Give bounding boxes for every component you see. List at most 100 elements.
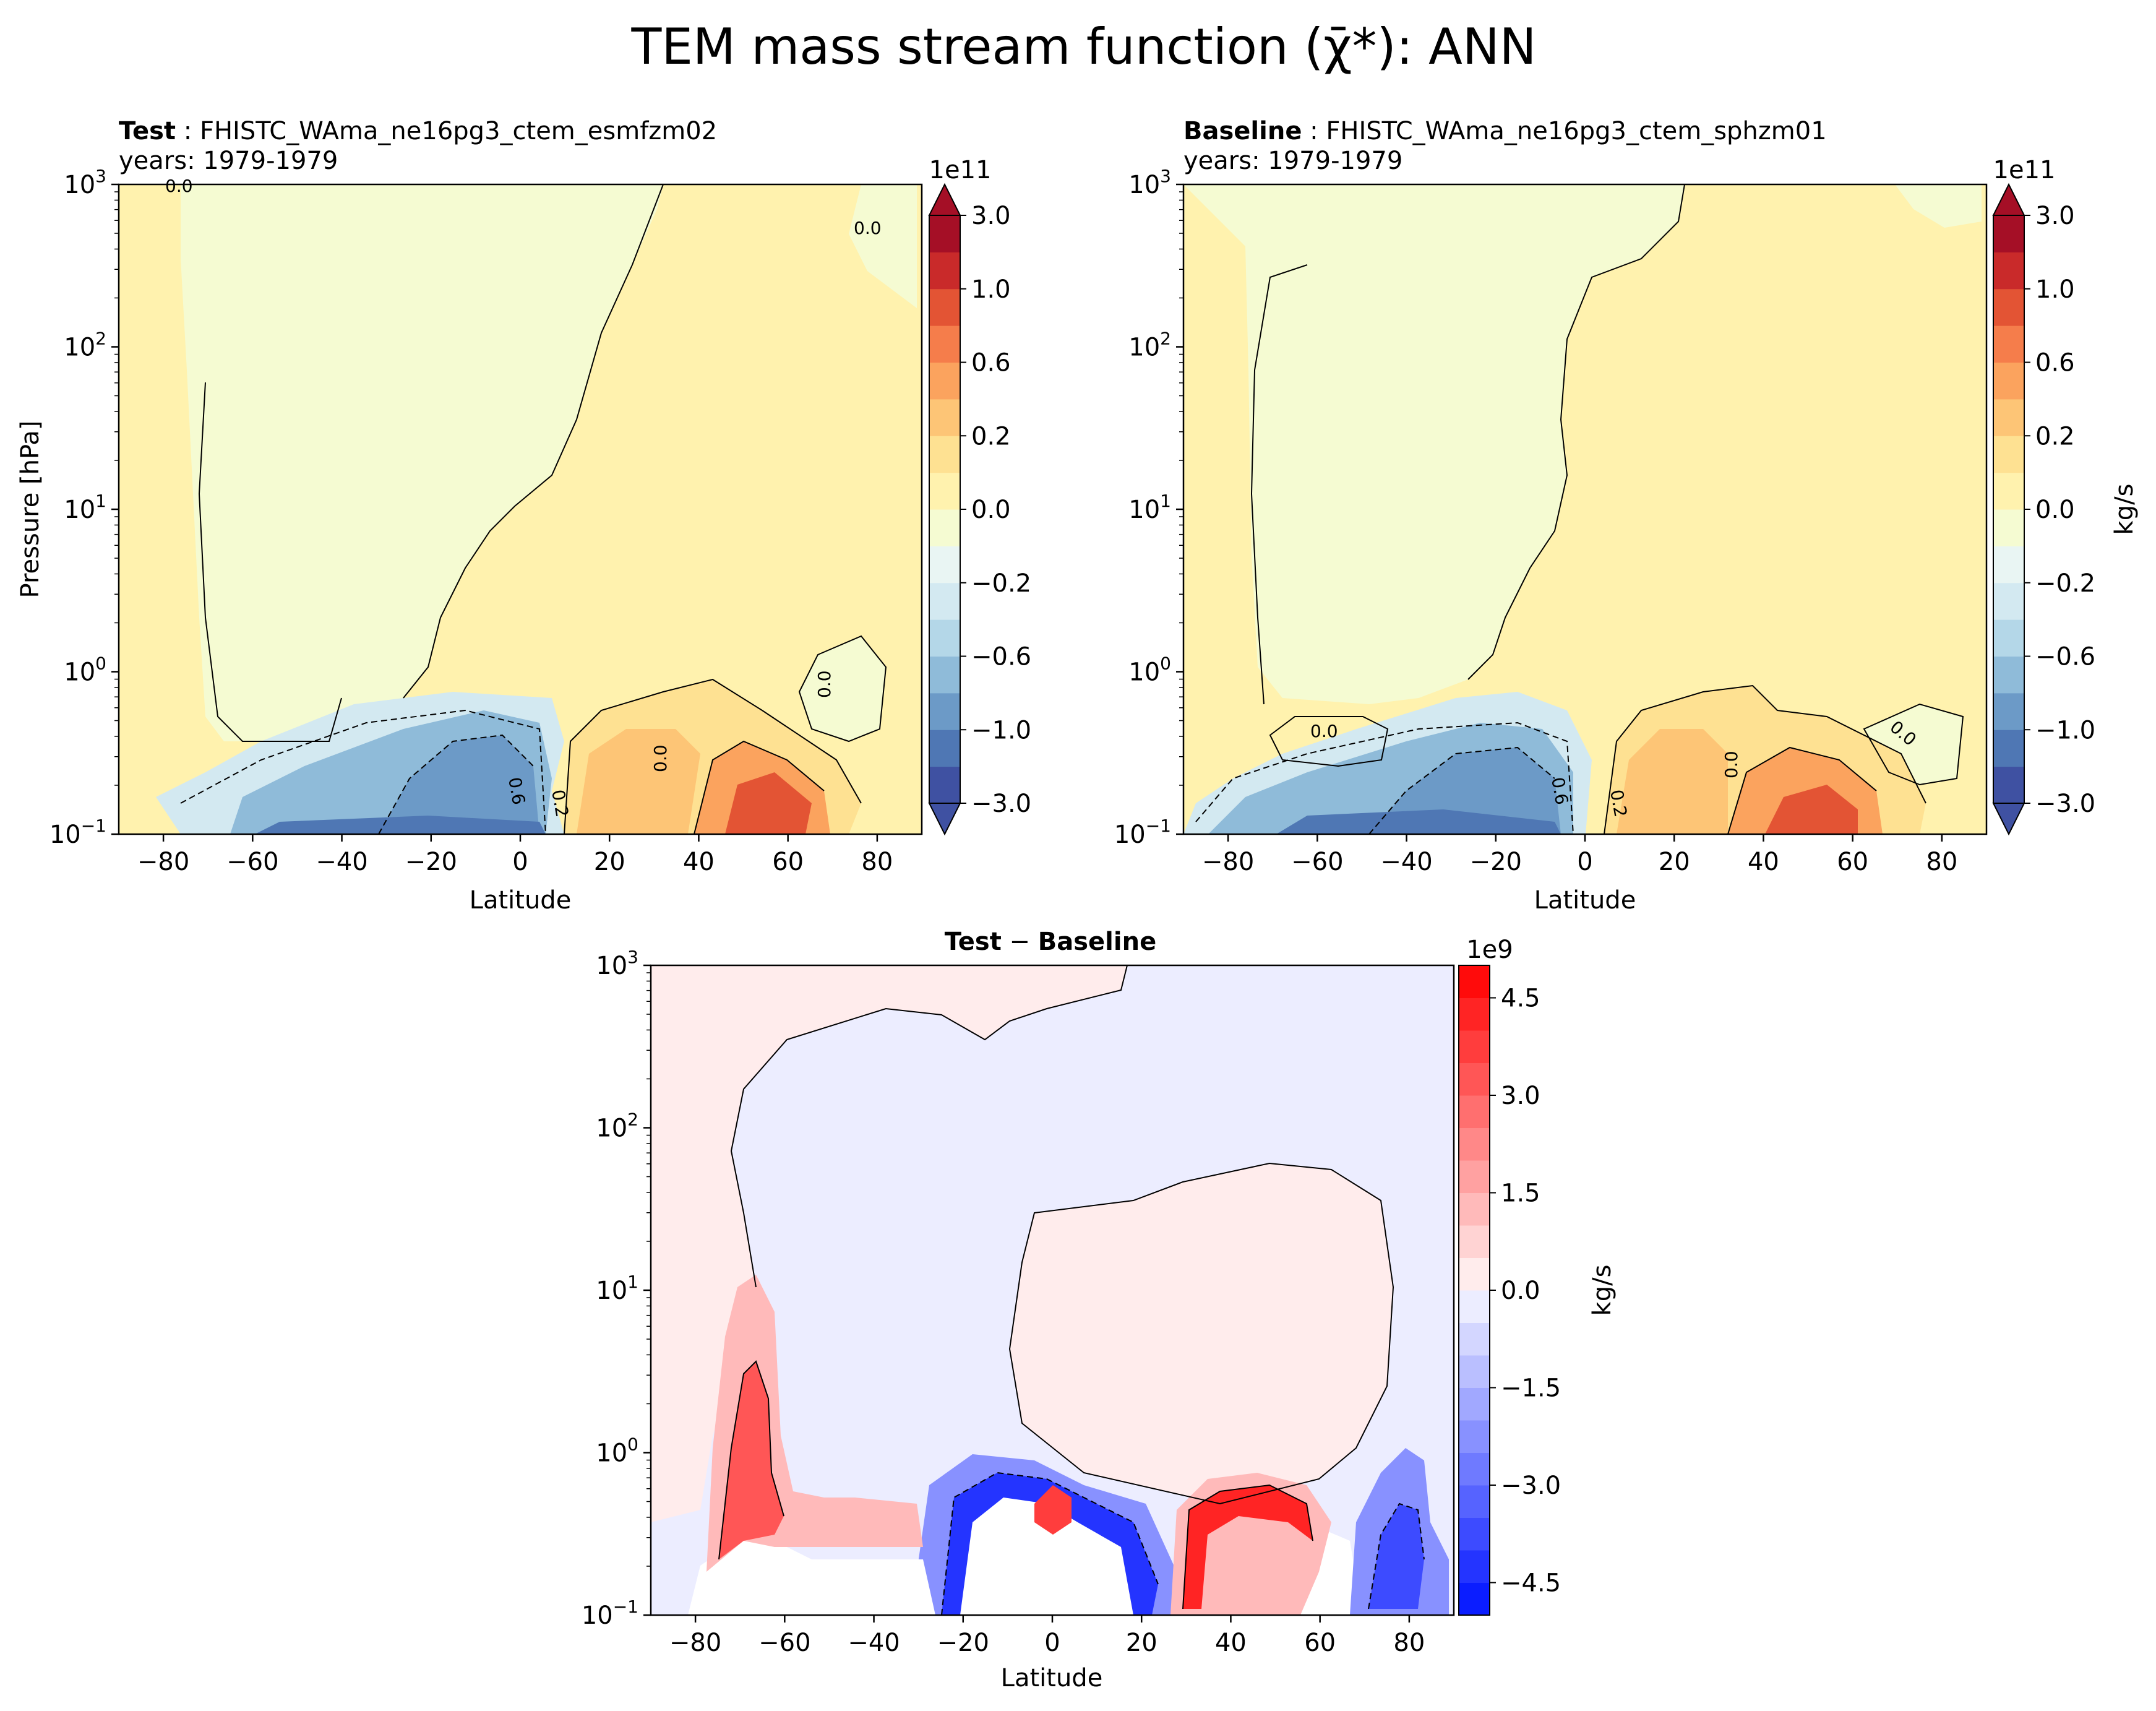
baseline-y-ticks: 10−1 100 101 102 103 [1114,166,1183,849]
test-region-south-core [379,735,539,834]
test-y-ticks: 10−1 100 101 102 103 [49,166,119,849]
baseline-xtick-label: 0 [1577,848,1592,876]
baseline-colorbar-tick-label: 0.6 [2035,349,2075,377]
panel-test-subtitle: years: 1979-1979 [119,147,338,175]
test-colorbar-swatch [929,399,960,436]
baseline-region-stratosphere-north [1895,184,1982,228]
test-contour-label-6: 0.2 [548,788,572,819]
baseline-xtick-label: −60 [1291,848,1343,876]
difference-region-tropical-positive-core [1034,1485,1072,1535]
test-region-south-base [255,816,546,834]
test-contour-pos-2 [694,740,825,835]
test-colorbar-swatch [929,252,960,290]
baseline-colorbar-extend-bottom [1992,803,2025,836]
difference-colorbar-swatch [1459,1160,1490,1193]
test-contour-label-1: 0.0 [165,176,193,196]
figure-title: TEM mass stream function (χ̄*): ANN [630,18,1536,75]
baseline-contour-zero-box [1269,716,1389,767]
test-ytick-label: 103 [64,166,106,199]
panel-baseline-plot-area: 0.0 0.0 0.0 0.6 0.2 −80 −60 −40 −20 0 20 40 60 8… [1114,166,1988,876]
difference-contour-ring [941,1472,1159,1616]
panel-difference: Test − Baseline −80 −60 −40 −20 0 20 40 6 [582,928,1617,1692]
difference-region-upper-south [651,965,1127,1522]
test-colorbar-tick-label: 0.6 [971,349,1011,377]
baseline-colorbar-swatch [1993,399,2024,436]
test-ytick-label: 100 [64,653,106,687]
panel-baseline-title-bold: Baseline [1183,117,1302,145]
baseline-contour-zero-north [1863,703,1964,786]
test-xtick-label: 80 [861,848,893,876]
baseline-xtick-label: 60 [1837,848,1868,876]
test-contour-label-2: 0.0 [854,218,882,238]
difference-ytick-label: 101 [596,1272,638,1305]
difference-colorbar-swatch [1459,1095,1490,1128]
test-colorbar-swatch [929,215,960,252]
baseline-colorbar-tick-label: −1.0 [2035,716,2095,744]
test-xtick-label: −20 [405,848,457,876]
test-xtick-label: 20 [594,848,625,876]
panel-baseline-subtitle: years: 1979-1979 [1183,147,1402,175]
test-colorbar: −3.0 −1.0 −0.6 −0.2 0.0 0.2 0.6 1.0 3.0 1e11 [928,156,1031,836]
test-contour-neg-2 [378,734,534,835]
difference-y-ticks: 10−1 100 101 102 103 [582,947,651,1630]
panel-test-title-bold: Test [119,117,176,145]
test-colorbar-tick-label: −1.0 [971,716,1031,744]
difference-xtick-label: 20 [1126,1629,1157,1657]
difference-colorbar-tick-label: −3.0 [1501,1472,1561,1500]
test-xtick-label: −40 [316,848,367,876]
difference-colorbar-unit: kg/s [1588,1265,1617,1316]
baseline-colorbar-tick-label: 3.0 [2035,202,2075,230]
test-x-ticks: −80 −60 −40 −20 0 20 40 60 80 [137,834,893,876]
difference-colorbar-swatch [1459,1387,1490,1421]
difference-region-north-polar-inner [1368,1504,1424,1609]
test-contour-zero-north [798,635,887,743]
baseline-region-stratosphere-south [1183,184,1685,704]
panel-test: Test : FHISTC_WAma_ne16pg3_ctem_esmfzm02… [16,117,1031,915]
test-xtick-label: −60 [226,848,278,876]
test-contour-zero-mid [403,184,664,699]
difference-colorbar-swatch [1459,1192,1490,1226]
test-contour-zero-south [198,382,342,742]
test-contour-pos-1 [564,678,862,835]
test-contour-neg-1 [180,709,546,835]
test-colorbar-tick-label: 3.0 [971,202,1011,230]
test-colorbar-swatch [929,766,960,804]
test-xlabel: Latitude [470,886,572,915]
baseline-colorbar-swatch [1993,325,2024,363]
difference-x-ticks: −80 −60 −40 −20 0 20 40 60 80 [669,1615,1425,1657]
baseline-colorbar-swatch [1993,766,2024,804]
panel-baseline: Baseline : FHISTC_WAma_ne16pg3_ctem_sphz… [1114,117,2139,915]
baseline-colorbar-tick-label: −3.0 [2035,790,2095,818]
baseline-colorbar-swatch [1993,362,2024,400]
baseline-colorbar-tick-label: 0.2 [2035,422,2075,450]
test-colorbar-tick-label: −0.6 [971,643,1031,671]
difference-colorbar-scale: 1e9 [1466,936,1513,964]
test-ytick-label: 10−1 [49,816,106,849]
difference-region-void-2 [688,1541,935,1615]
difference-colorbar-swatch [1459,1290,1490,1323]
baseline-colorbar-swatch [1993,692,2024,730]
baseline-colorbar-swatch [1993,582,2024,620]
baseline-xtick-label: 80 [1926,848,1957,876]
test-region-north-core [725,772,812,834]
difference-region-south-polar-tongue-inner [719,1361,784,1559]
difference-colorbar-tick-label: −4.5 [1501,1569,1561,1598]
test-ytick-label: 101 [64,491,106,524]
test-region-north-subtropical [577,729,700,834]
baseline-contour-label-4: 0.6 [1547,775,1572,806]
difference-ytick-label: 100 [596,1434,638,1468]
test-xtick-label: 0 [512,848,528,876]
test-colorbar-swatch [929,436,960,473]
test-contour-label-4: 0.0 [650,744,671,772]
baseline-contour-zero-mid [1467,184,1685,680]
baseline-xtick-label: −20 [1470,848,1522,876]
baseline-colorbar-swatch [1993,215,2024,252]
baseline-ytick-label: 101 [1128,491,1171,524]
baseline-colorbar-swatch [1993,472,2024,510]
difference-xtick-label: −60 [758,1629,810,1657]
test-colorbar-tick-label: 1.0 [971,275,1011,304]
panel-test-title: Test : FHISTC_WAma_ne16pg3_ctem_esmfzm02 [119,117,717,145]
test-contour-label-5: 0.6 [504,775,529,806]
difference-xtick-label: −80 [669,1629,721,1657]
